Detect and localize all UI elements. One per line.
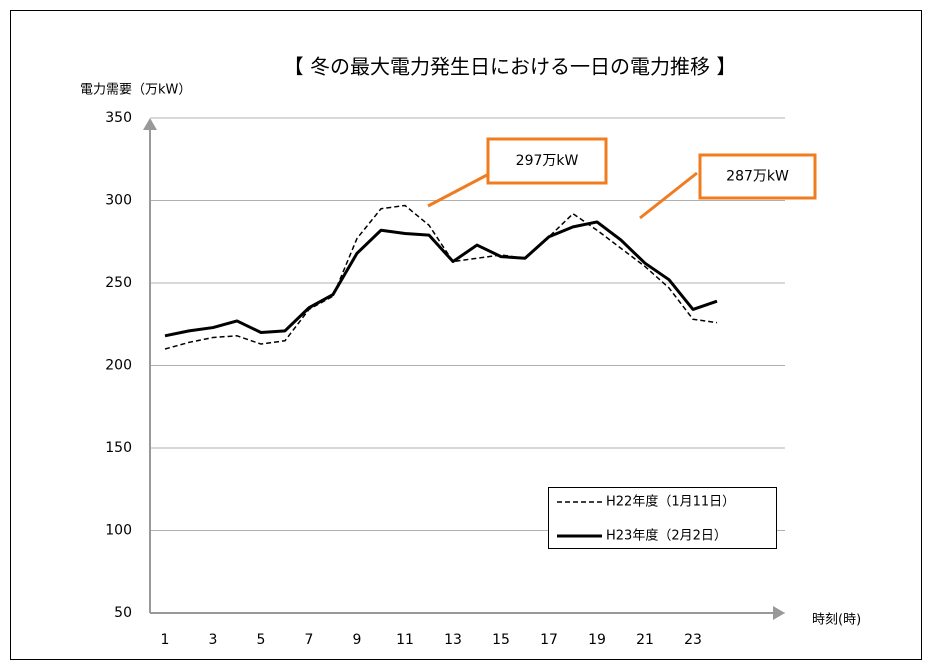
x-axis-arrow	[773, 606, 785, 620]
y-tick-label: 300	[105, 193, 132, 209]
series-line	[164, 220, 718, 338]
x-tick-label: 5	[257, 632, 266, 648]
y-tick-label: 250	[105, 275, 132, 291]
legend-label: H23年度（2月2日）	[606, 528, 727, 544]
x-tick-label: 13	[444, 632, 462, 648]
y-axis-arrow	[143, 118, 157, 130]
annotation-text: 297万kW	[516, 153, 579, 169]
y-tick-label: 50	[114, 605, 132, 621]
x-tick-label: 1	[161, 632, 170, 648]
y-tick-label: 150	[105, 440, 132, 456]
x-tick-label: 19	[588, 632, 606, 648]
x-tick-label: 15	[492, 632, 510, 648]
annotation-leader	[427, 173, 488, 208]
chart-title: 【 冬の最大電力発生日における一日の電力推移 】	[284, 55, 737, 79]
x-tick-label: 23	[684, 632, 702, 648]
legend-box	[548, 487, 777, 549]
x-tick-label: 17	[540, 632, 558, 648]
x-tick-label: 7	[305, 632, 314, 648]
y-axis-label: 電力需要（万kW）	[80, 83, 191, 98]
annotation-box	[698, 153, 817, 200]
y-tick-label: 350	[105, 110, 132, 126]
x-tick-label: 11	[396, 632, 414, 648]
annotation-leader	[639, 171, 698, 220]
x-tick-label: 9	[353, 632, 362, 648]
annotation-text: 287万kW	[726, 169, 789, 185]
x-axis-label: 時刻(時)	[812, 613, 861, 628]
y-tick-label: 100	[105, 523, 132, 539]
legend-label: H22年度（1月11日）	[606, 494, 735, 510]
x-tick-label: 21	[636, 632, 654, 648]
x-tick-label: 3	[209, 632, 218, 648]
annotation-box	[486, 137, 608, 185]
frame	[10, 10, 922, 660]
y-tick-label: 200	[105, 358, 132, 374]
